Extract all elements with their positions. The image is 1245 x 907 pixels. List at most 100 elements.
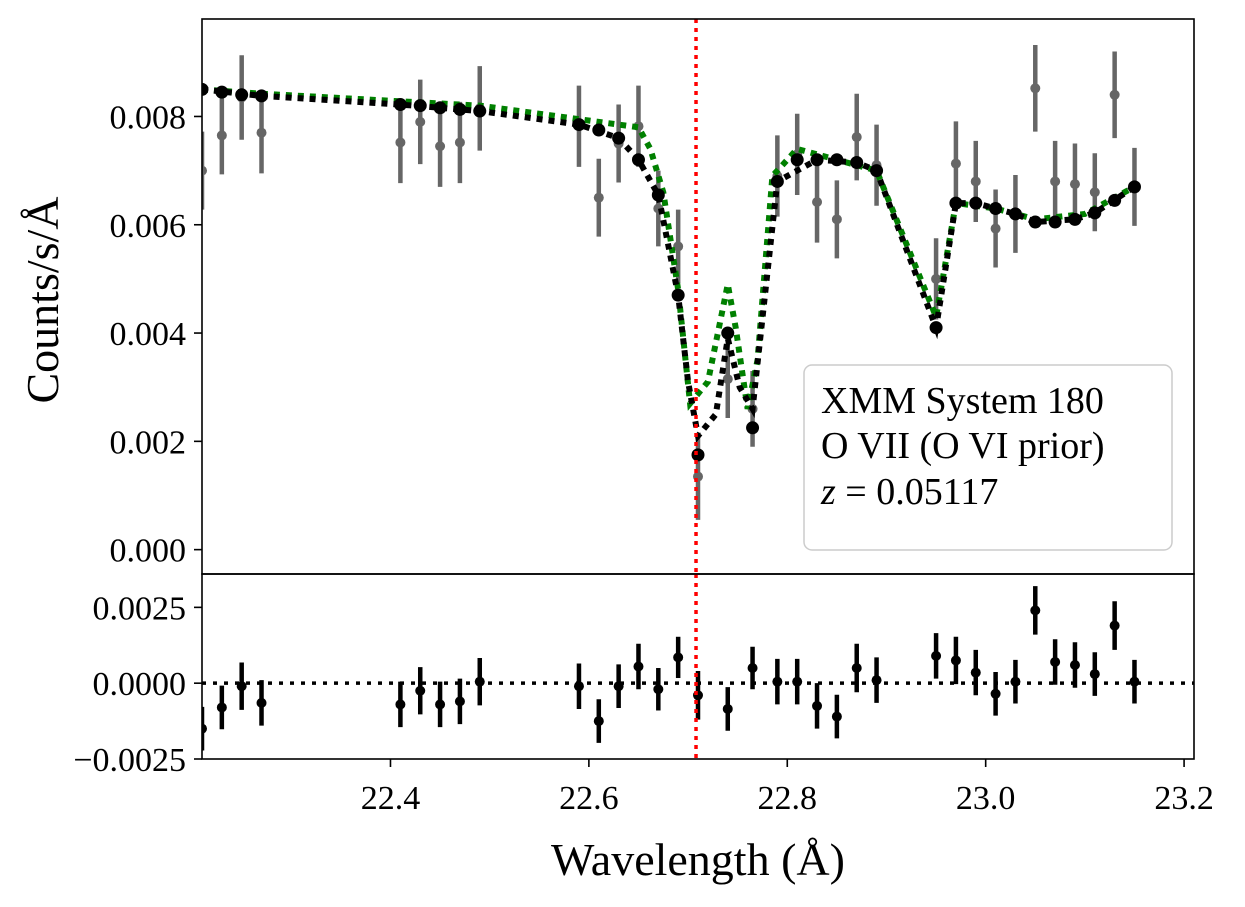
residual-point: [573, 681, 584, 692]
data-point: [990, 223, 1001, 234]
model-point: [433, 101, 447, 115]
model-point: [1108, 193, 1122, 207]
residual-point: [792, 676, 803, 687]
residual-point: [633, 661, 644, 672]
residual-point: [722, 703, 733, 714]
x-tick-label: 22.6: [559, 780, 619, 817]
x-tick-label: 22.4: [361, 780, 421, 817]
data-point: [256, 127, 267, 138]
residual-point: [1089, 669, 1100, 680]
model-point: [929, 321, 943, 335]
residual-y-tick-label: 0.0025: [93, 590, 187, 627]
residual-point: [256, 697, 267, 708]
top-y-tick-label: 0.002: [110, 424, 187, 461]
residual-point: [216, 702, 227, 713]
residual-point: [1010, 676, 1021, 687]
residual-panel: −0.0025 0.0000 0.0025 22.4 22.6 22.8 23.0 23.2: [73, 573, 1214, 817]
residual-panel-frame: [201, 573, 1195, 760]
residual-point: [950, 655, 961, 666]
residual-point: [1069, 659, 1080, 670]
top-panel-marks: [202, 19, 1141, 574]
residual-point: [747, 663, 758, 674]
residual-point: [931, 650, 942, 661]
residual-point: [202, 723, 207, 734]
data-point: [395, 137, 406, 148]
model-point: [1088, 206, 1102, 220]
data-point: [1089, 187, 1100, 198]
model-point: [453, 102, 467, 116]
legend-line-system: XMM System 180: [821, 380, 1104, 422]
legend-box: [803, 364, 1173, 551]
model-point: [572, 118, 586, 132]
model-point: [413, 99, 427, 113]
model-point: [770, 174, 784, 188]
model-point: [235, 88, 249, 102]
model-point: [969, 196, 983, 210]
data-point: [950, 158, 961, 169]
model-point: [850, 155, 864, 169]
model-point: [1048, 215, 1062, 229]
legend: XMM System 180 O VII (O VI prior) z = 0.…: [803, 364, 1173, 551]
top-y-tick-label: 0.004: [110, 316, 187, 353]
residual-point: [831, 711, 842, 722]
data-point: [722, 374, 733, 385]
data-point: [831, 214, 842, 225]
residual-y-ticks: −0.0025 0.0000 0.0025: [73, 590, 202, 779]
model-point: [671, 288, 685, 302]
residual-point: [673, 652, 684, 663]
residual-point: [613, 681, 624, 692]
model-point: [949, 196, 963, 210]
residual-point: [236, 681, 247, 692]
residual-point: [812, 700, 823, 711]
legend-line-ion: O VII (O VI prior): [821, 425, 1105, 467]
model-point: [592, 123, 606, 137]
residual-point: [871, 675, 882, 686]
residual-point: [415, 685, 426, 696]
legend-z-symbol: z: [820, 471, 836, 513]
y-axis-title: Counts/s/Å: [17, 196, 68, 403]
residual-y-tick-label: 0.0000: [93, 666, 187, 703]
x-tick-label: 23.2: [1154, 780, 1214, 817]
residual-point: [435, 699, 446, 710]
residual-y-tick-label: −0.0025: [73, 742, 186, 779]
model-point: [202, 82, 209, 96]
top-y-ticks: 0.000 0.002 0.004 0.006 0.008: [110, 99, 202, 570]
data-point: [435, 141, 446, 152]
data-point: [1069, 179, 1080, 190]
model-point: [631, 153, 645, 167]
model-point: [746, 421, 760, 435]
residual-point: [1030, 605, 1041, 616]
data-point: [812, 197, 823, 208]
model-point: [255, 89, 269, 103]
top-panel: 0.000 0.002 0.004 0.006 0.008: [110, 18, 1195, 575]
model-point: [870, 164, 884, 178]
residual-point: [990, 688, 1001, 699]
model-point: [393, 98, 407, 112]
model-point: [691, 448, 705, 462]
model-point: [612, 131, 626, 145]
top-y-tick-label: 0.000: [110, 533, 187, 570]
model-point: [215, 85, 229, 99]
x-axis-title: Wavelength (Å): [551, 834, 845, 885]
residual-point: [653, 684, 664, 695]
residual-point: [1050, 656, 1061, 667]
model-point: [1008, 207, 1022, 221]
x-tick-label: 22.8: [758, 780, 818, 817]
model-point: [651, 188, 665, 202]
model-point: [721, 326, 735, 340]
data-point: [970, 176, 981, 187]
residual-point: [970, 667, 981, 678]
x-tick-label: 23.0: [956, 780, 1016, 817]
residual-point: [395, 699, 406, 710]
residual-point: [772, 676, 783, 687]
data-point: [851, 132, 862, 143]
model-point: [473, 104, 487, 118]
model-point: [790, 153, 804, 167]
data-point: [1030, 83, 1041, 94]
residual-point: [474, 676, 485, 687]
x-ticks: 22.4 22.6 22.8 23.0 23.2: [361, 759, 1214, 817]
residual-point: [851, 663, 862, 674]
model-point: [1028, 215, 1042, 229]
top-y-tick-label: 0.008: [110, 99, 187, 136]
